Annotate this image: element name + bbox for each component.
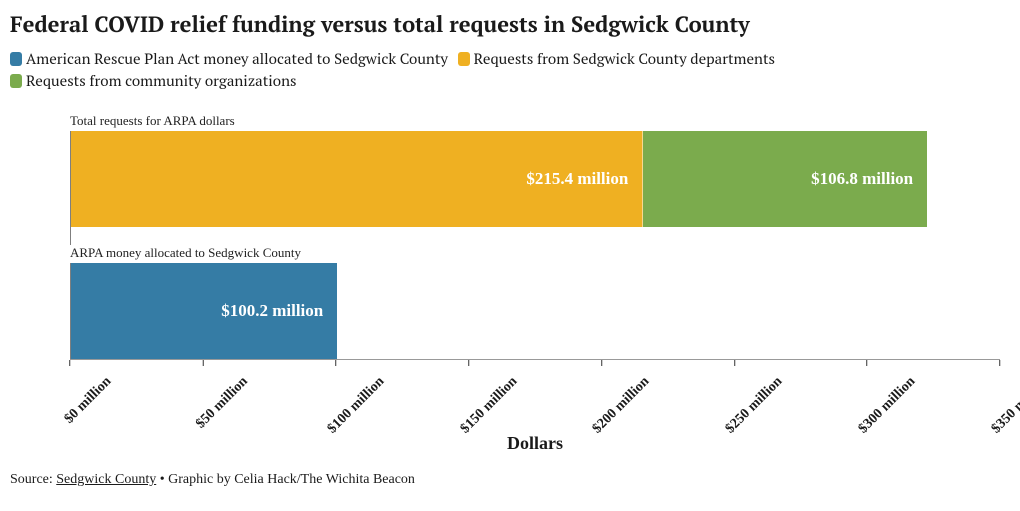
- source-suffix: • Graphic by Celia Hack/The Wichita Beac…: [156, 472, 415, 487]
- legend-item: American Rescue Plan Act money allocated…: [10, 49, 448, 69]
- x-tick-label: $50 million: [193, 374, 251, 432]
- x-tick: $300 million: [830, 360, 904, 390]
- legend-label: Requests from community organizations: [26, 71, 297, 91]
- bar-row-label: ARPA money allocated to Sedgwick County: [70, 245, 1000, 261]
- page-title: Federal COVID relief funding versus tota…: [10, 10, 1010, 39]
- x-tick: $150 million: [432, 360, 506, 390]
- x-axis: $0 million$50 million$100 million$150 mi…: [70, 359, 1000, 429]
- bar-value-label: $215.4 million: [526, 169, 628, 189]
- x-tick-label: $200 million: [590, 374, 653, 437]
- legend-label: American Rescue Plan Act money allocated…: [26, 49, 448, 69]
- x-tick-mark: [601, 360, 602, 366]
- legend-swatch: [458, 52, 470, 66]
- bar-value-label: $100.2 million: [221, 301, 323, 321]
- legend-item: Requests from community organizations: [10, 71, 297, 91]
- x-tick: $200 million: [565, 360, 639, 390]
- x-tick-mark: [335, 360, 336, 366]
- x-tick-mark: [202, 360, 203, 366]
- x-tick-label: $350 million: [989, 374, 1020, 437]
- legend-item: Requests from Sedgwick County department…: [458, 49, 775, 69]
- bar-segment: $215.4 million: [71, 131, 643, 227]
- x-tick-mark: [999, 360, 1000, 366]
- legend-swatch: [10, 74, 22, 88]
- x-tick-mark: [867, 360, 868, 366]
- x-tick-mark: [468, 360, 469, 366]
- bar-row: $215.4 million $106.8 million: [70, 131, 1000, 227]
- bar-segment: $100.2 million: [71, 263, 337, 359]
- chart: Total requests for ARPA dollars $215.4 m…: [70, 113, 1000, 454]
- x-tick-label: $100 million: [324, 374, 387, 437]
- x-tick-label: $250 million: [723, 374, 786, 437]
- x-tick-mark: [734, 360, 735, 366]
- source-line: Source: Sedgwick County • Graphic by Cel…: [10, 472, 1010, 488]
- bar-row-label: Total requests for ARPA dollars: [70, 113, 1000, 129]
- legend-label: Requests from Sedgwick County department…: [474, 49, 775, 69]
- bar-value-label: $106.8 million: [811, 169, 913, 189]
- x-tick: $50 million: [170, 360, 237, 390]
- source-prefix: Source:: [10, 472, 56, 487]
- legend: American Rescue Plan Act money allocated…: [10, 49, 1010, 93]
- x-tick: $350 million: [963, 360, 1020, 390]
- x-tick-label: $150 million: [457, 374, 520, 437]
- bar-segment: $106.8 million: [643, 131, 927, 227]
- x-tick-label: $0 million: [62, 374, 115, 427]
- x-tick: $100 million: [299, 360, 373, 390]
- x-tick-mark: [69, 360, 70, 366]
- bar-row: $100.2 million: [70, 263, 1000, 359]
- legend-swatch: [10, 52, 22, 66]
- x-axis-title: Dollars: [70, 433, 1000, 454]
- x-tick: $250 million: [698, 360, 772, 390]
- source-link[interactable]: Sedgwick County: [56, 472, 156, 487]
- x-tick-label: $300 million: [856, 374, 919, 437]
- x-tick: $0 million: [40, 360, 100, 390]
